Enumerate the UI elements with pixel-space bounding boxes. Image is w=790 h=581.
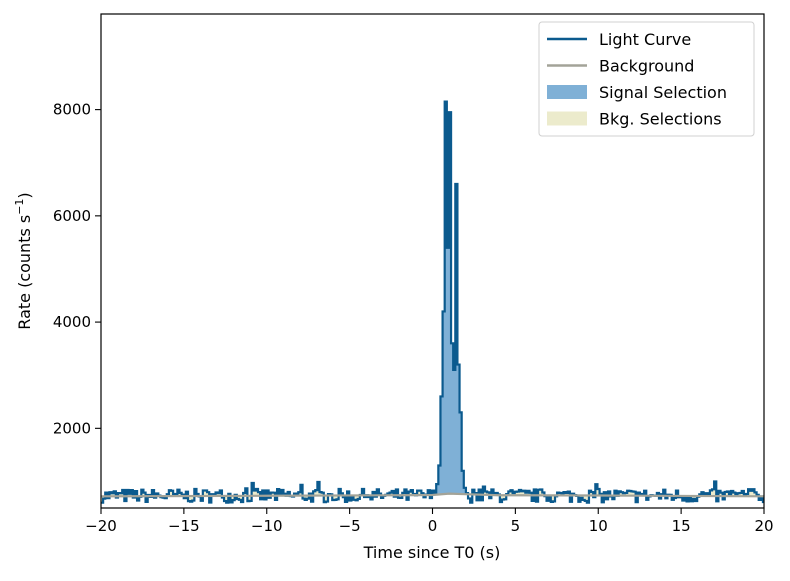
legend: Light Curve Background Signal Selection Bkg…	[538, 21, 755, 137]
legend-label: Signal Selection	[599, 83, 727, 102]
legend-label: Bkg. Selections	[599, 110, 722, 129]
plot-clip-group	[101, 100, 764, 504]
x-tick-label: 5	[511, 517, 521, 535]
background-line	[101, 492, 764, 498]
x-tick-label: 10	[589, 517, 608, 535]
legend-label: Light Curve	[599, 30, 691, 49]
y-tick-label: 2000	[53, 419, 91, 437]
legend-swatch-patch	[547, 111, 587, 126]
y-tick-label: 4000	[53, 313, 91, 331]
y-axis-label: Rate (counts s−1)	[13, 192, 34, 329]
light-curve-line	[101, 100, 764, 504]
x-tick-label: −10	[251, 517, 283, 535]
x-axis-label: Time since T0 (s)	[363, 543, 501, 562]
axes: −20 −15 −10 −5 0 5 10 15 20 2000 4000 6000 8000	[53, 13, 774, 535]
y-axis-label-exponent: −1	[13, 199, 26, 215]
plot-area	[101, 100, 764, 504]
x-tick-label: 20	[754, 517, 773, 535]
x-tick-label: 0	[428, 517, 438, 535]
legend-box	[538, 21, 755, 137]
x-tick-label: −5	[339, 517, 361, 535]
x-tick-label: −20	[85, 517, 117, 535]
legend-swatch-patch	[547, 85, 587, 99]
x-tick-label: −15	[168, 517, 200, 535]
x-tick-label: 15	[672, 517, 691, 535]
legend-label: Background	[599, 57, 694, 76]
y-tick-label: 8000	[53, 101, 91, 119]
y-tick-label: 6000	[53, 207, 91, 225]
